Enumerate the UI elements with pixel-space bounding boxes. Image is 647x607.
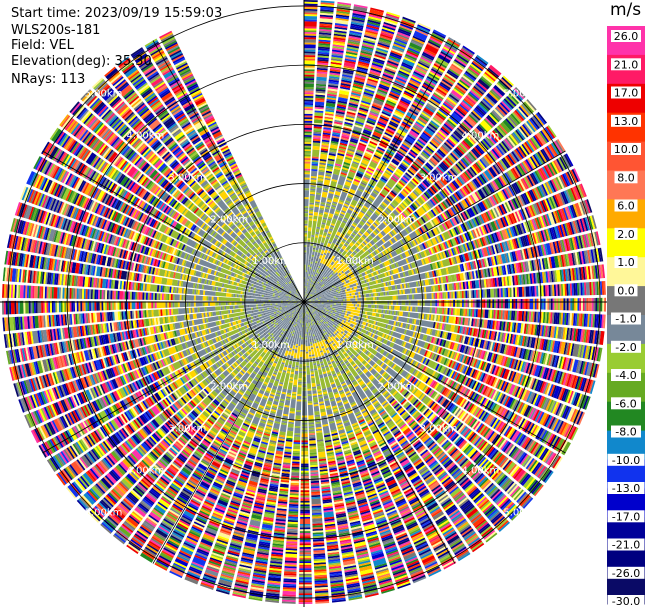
start-time: Start time: 2023/09/19 15:59:03 — [11, 6, 223, 21]
range-label: 5.00km — [503, 89, 541, 100]
range-label: 3.00km — [168, 172, 206, 183]
range-label: 2.00km — [210, 382, 248, 393]
range-label: 3.00km — [168, 424, 206, 435]
range-label: 1.00km — [252, 340, 290, 351]
azimuth-spoke-240 — [42, 301, 305, 454]
range-label: 4.00km — [127, 466, 165, 477]
range-label: 1.00km — [252, 256, 290, 267]
ppi-cells-9 — [11, 0, 604, 600]
azimuth-spoke-30 — [303, 40, 456, 303]
range-label: 1.00km — [336, 340, 374, 351]
range-label: 4.00km — [127, 131, 165, 142]
ppi-cells-22 — [9, 8, 605, 603]
colorbar-unit: m/s — [610, 0, 642, 20]
range-label: 1.00km — [336, 256, 374, 267]
field-name: Field: VEL — [11, 38, 74, 53]
ppi-cells-21 — [7, 1, 600, 588]
ppi-cells-11 — [5, 3, 598, 603]
azimuth-spoke-300 — [42, 150, 305, 303]
range-label: 5.00km — [85, 89, 123, 100]
range-label: 3.00km — [420, 424, 458, 435]
azimuth-spoke-210 — [152, 301, 305, 564]
azimuth-spoke-60 — [303, 150, 566, 303]
nrays: NRays: 113 — [11, 72, 86, 87]
range-label: 3.00km — [420, 172, 458, 183]
ppi-cells-20 — [2, 7, 605, 603]
range-label: 4.00km — [462, 466, 500, 477]
range-label: 2.00km — [378, 382, 416, 393]
azimuth-spoke-120 — [303, 301, 566, 454]
range-label: 4.00km — [462, 131, 500, 142]
elevation: Elevation(deg): 35.30 — [11, 54, 152, 69]
azimuth-spoke-330 — [152, 40, 305, 303]
ppi-cells-3 — [142, 142, 465, 464]
range-label: 5.00km — [85, 507, 123, 518]
station-name: WLS200s-181 — [11, 23, 101, 38]
range-label: 2.00km — [210, 214, 248, 225]
ppi-cells-19 — [9, 5, 603, 601]
range-label: 2.00km — [378, 214, 416, 225]
azimuth-spoke-150 — [303, 301, 456, 564]
ppi-cells-0 — [14, 15, 598, 596]
range-label: 5.00km — [503, 507, 541, 518]
